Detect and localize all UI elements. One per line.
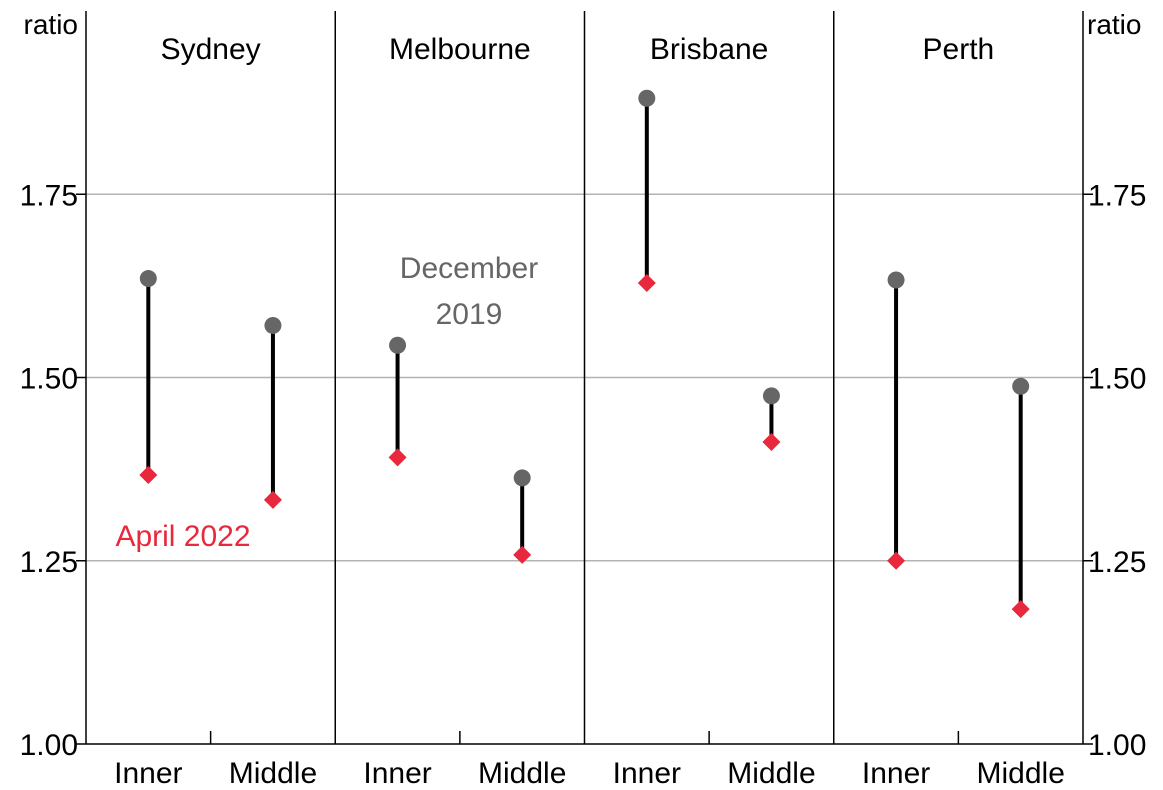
apr2022-point — [1011, 600, 1030, 619]
x-category-label: Middle — [229, 757, 317, 790]
dec2019-point — [389, 336, 407, 354]
dec2019-point — [513, 469, 531, 487]
x-category-label: Inner — [363, 757, 431, 790]
dec2019-point — [1012, 377, 1030, 395]
series-label-apr2022: April 2022 — [115, 520, 250, 553]
apr2022-point — [388, 448, 407, 467]
axes — [76, 11, 1093, 745]
x-category-label: Middle — [478, 757, 566, 790]
y-tick-label-right: 1.50 — [1088, 363, 1146, 396]
dec2019-point — [887, 271, 905, 289]
y-tick-label-right: 1.25 — [1088, 546, 1146, 579]
apr2022-point — [263, 490, 282, 509]
y-tick-label-left: 1.75 — [20, 179, 78, 212]
apr2022-point — [887, 551, 906, 570]
apr2022-point — [513, 545, 532, 564]
x-category-label: Inner — [114, 757, 182, 790]
panel-title: Perth — [923, 33, 995, 66]
series-label-dec2019: 2019 — [436, 298, 503, 331]
series-label-dec2019: December — [400, 252, 538, 285]
data-marks — [139, 89, 1030, 619]
y-axis-unit-right: ratio — [1087, 9, 1141, 40]
y-tick-label-left: 1.50 — [20, 363, 78, 396]
apr2022-point — [637, 273, 656, 292]
panel-dividers — [334, 11, 835, 744]
dec2019-point — [264, 316, 282, 334]
dec2019-point — [638, 89, 656, 107]
y-tick-label-right: 1.00 — [1088, 729, 1146, 762]
y-tick-label-left: 1.00 — [20, 729, 78, 762]
y-tick-label-right: 1.75 — [1088, 179, 1146, 212]
labels: 1.00 1.00 1.25 1.25 1.50 1.50 1.75 1.75 ratio rat… — [20, 9, 1147, 790]
dec2019-point — [762, 387, 780, 405]
y-axis-unit-left: ratio — [24, 9, 78, 40]
apr2022-point — [762, 433, 781, 452]
x-category-label: Middle — [727, 757, 815, 790]
dec2019-point — [139, 270, 157, 288]
x-category-label: Middle — [977, 757, 1065, 790]
x-category-label: Inner — [862, 757, 930, 790]
x-category-label: Inner — [613, 757, 681, 790]
panel-title: Sydney — [161, 33, 261, 66]
y-tick-label-left: 1.25 — [20, 546, 78, 579]
apr2022-point — [139, 465, 158, 484]
panel-title: Melbourne — [389, 33, 531, 66]
panel-title: Brisbane — [650, 33, 768, 66]
